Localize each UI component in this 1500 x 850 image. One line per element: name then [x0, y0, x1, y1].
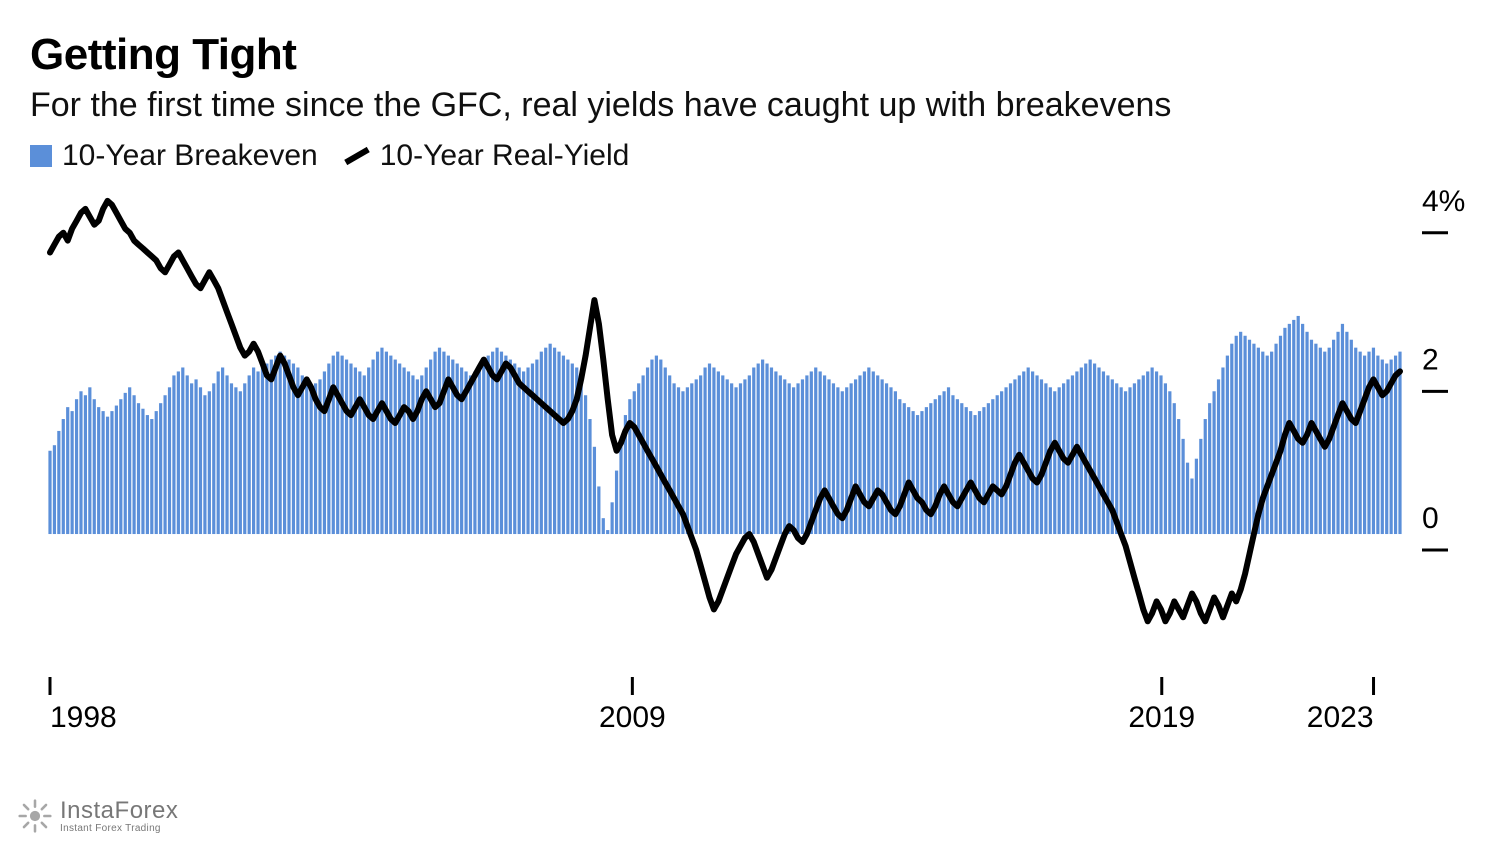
watermark-tagline: Instant Forex Trading	[60, 823, 178, 834]
legend-item-breakeven: 10-Year Breakeven	[30, 139, 318, 173]
watermark-brand: InstaForex	[60, 797, 178, 825]
breakeven-swatch-icon	[30, 145, 52, 167]
legend-item-realyield: 10-Year Real-Yield	[344, 139, 630, 173]
svg-text:2009: 2009	[599, 701, 666, 734]
svg-text:2: 2	[1422, 343, 1439, 376]
svg-text:1998: 1998	[50, 701, 117, 734]
chart-title: Getting Tight	[30, 30, 1470, 80]
watermark-logo: InstaForex Instant Forex Trading	[18, 797, 178, 834]
chart-area: 0 2 4% 1998 2009 2019 2023	[30, 183, 1470, 743]
realyield-swatch-icon	[344, 147, 370, 165]
chart-svg: 0 2 4% 1998 2009 2019 2023	[30, 183, 1470, 743]
sun-icon	[18, 799, 52, 833]
svg-text:0: 0	[1422, 502, 1439, 535]
svg-text:2019: 2019	[1128, 701, 1195, 734]
legend-label-breakeven: 10-Year Breakeven	[62, 139, 318, 173]
legend: 10-Year Breakeven 10-Year Real-Yield	[30, 139, 1470, 173]
chart-subtitle: For the first time since the GFC, real y…	[30, 86, 1470, 125]
legend-label-realyield: 10-Year Real-Yield	[380, 139, 630, 173]
svg-text:2023: 2023	[1307, 701, 1374, 734]
svg-text:4%: 4%	[1422, 185, 1465, 218]
